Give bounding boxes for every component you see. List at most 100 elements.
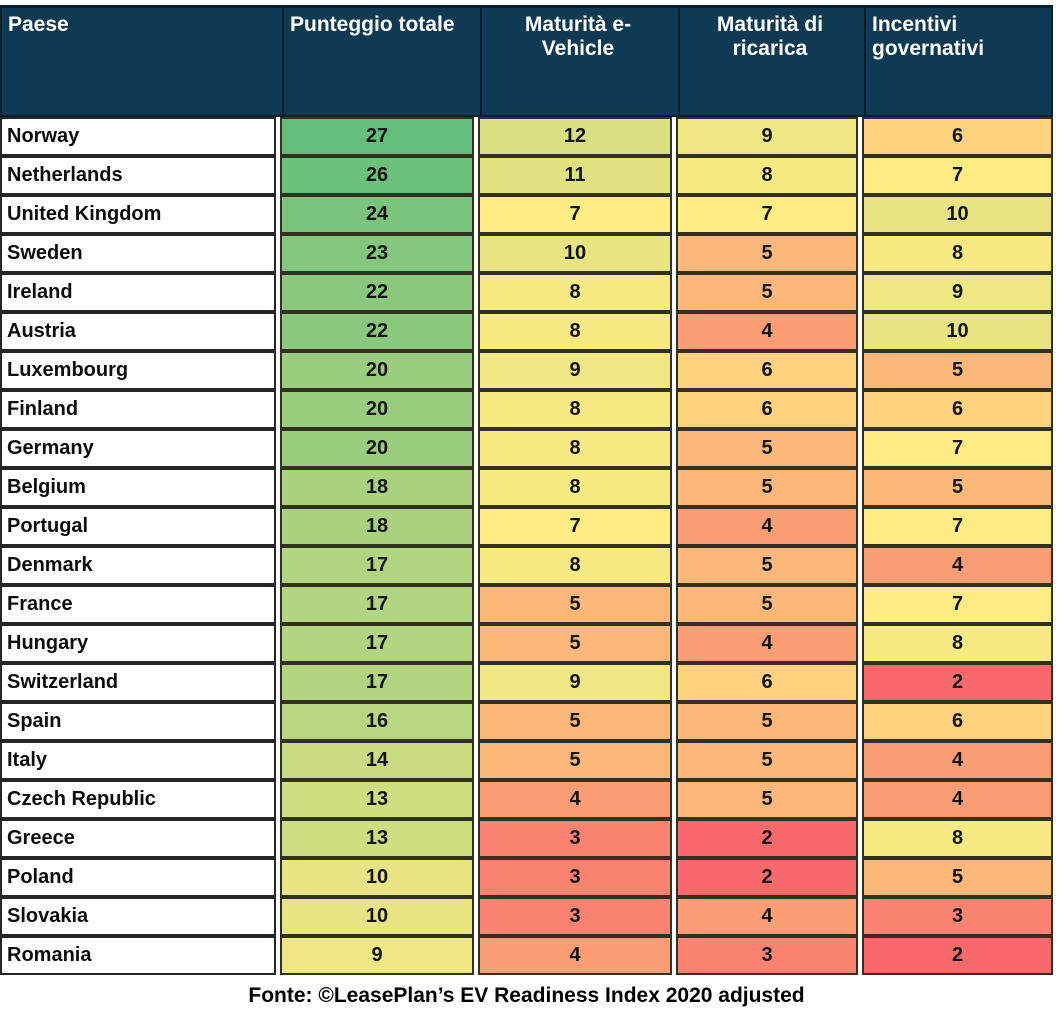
score-cell: 8	[478, 312, 672, 351]
country-cell: Czech Republic	[0, 780, 276, 819]
score-cell: 6	[862, 702, 1053, 741]
score-cell: 2	[676, 858, 858, 897]
country-cell: Greece	[0, 819, 276, 858]
score-cell: 13	[280, 780, 474, 819]
score-cell: 4	[676, 312, 858, 351]
score-cell: 8	[862, 819, 1053, 858]
score-cell: 9	[676, 117, 858, 156]
country-cell: Norway	[0, 117, 276, 156]
score-cell: 6	[676, 351, 858, 390]
score-cell: 13	[280, 819, 474, 858]
score-cell: 4	[478, 780, 672, 819]
score-cell: 2	[676, 819, 858, 858]
score-cell: 5	[676, 741, 858, 780]
score-cell: 5	[676, 273, 858, 312]
score-cell: 4	[676, 897, 858, 936]
score-cell: 8	[478, 390, 672, 429]
score-cell: 5	[676, 546, 858, 585]
country-cell: Sweden	[0, 234, 276, 273]
score-cell: 18	[280, 468, 474, 507]
country-cell: France	[0, 585, 276, 624]
table-header-row: Paese Punteggio totale Maturità e- Vehicle M…	[0, 5, 1053, 117]
header-cell-maturita-e-vehicle: Maturità e- Vehicle	[480, 8, 674, 115]
score-cell: 8	[478, 429, 672, 468]
country-cell: Portugal	[0, 507, 276, 546]
header-cell-incentivi-governativi: Incentivi governativi	[864, 8, 1055, 115]
ev-readiness-table-page: Paese Punteggio totale Maturità e- Vehicle M…	[0, 5, 1053, 1007]
score-cell: 6	[862, 390, 1053, 429]
score-cell: 4	[862, 546, 1053, 585]
table-body: Norway 27 12 9 6 Netherlands 26 11 8 7 United King…	[0, 117, 1053, 975]
score-cell: 5	[862, 351, 1053, 390]
score-cell: 8	[478, 273, 672, 312]
score-cell: 4	[862, 741, 1053, 780]
score-cell: 10	[478, 234, 672, 273]
score-cell: 5	[676, 234, 858, 273]
score-cell: 17	[280, 624, 474, 663]
header-cell-maturita-di-ricarica: Maturità di ricarica	[678, 8, 860, 115]
score-cell: 27	[280, 117, 474, 156]
score-cell: 8	[862, 234, 1053, 273]
score-cell: 17	[280, 663, 474, 702]
country-cell: Ireland	[0, 273, 276, 312]
source-caption: Fonte: ©LeasePlan’s EV Readiness Index 2…	[248, 984, 805, 1007]
score-cell: 5	[862, 468, 1053, 507]
country-cell: Luxembourg	[0, 351, 276, 390]
score-cell: 22	[280, 273, 474, 312]
score-cell: 4	[862, 780, 1053, 819]
score-cell: 4	[478, 936, 672, 975]
header-cell-line: Paese	[8, 13, 69, 36]
score-cell: 23	[280, 234, 474, 273]
country-cell: Netherlands	[0, 156, 276, 195]
country-cell: Austria	[0, 312, 276, 351]
score-cell: 7	[478, 507, 672, 546]
score-cell: 9	[862, 273, 1053, 312]
score-cell: 5	[478, 702, 672, 741]
score-cell: 7	[862, 429, 1053, 468]
score-cell: 6	[676, 663, 858, 702]
score-cell: 8	[478, 468, 672, 507]
score-cell: 10	[280, 858, 474, 897]
score-cell: 8	[676, 156, 858, 195]
score-cell: 3	[862, 897, 1053, 936]
score-cell: 5	[478, 624, 672, 663]
score-cell: 9	[478, 663, 672, 702]
score-cell: 6	[862, 117, 1053, 156]
country-cell: United Kingdom	[0, 195, 276, 234]
country-cell: Spain	[0, 702, 276, 741]
country-cell: Slovakia	[0, 897, 276, 936]
score-cell: 7	[676, 195, 858, 234]
country-cell: Romania	[0, 936, 276, 975]
score-cell: 9	[280, 936, 474, 975]
score-cell: 18	[280, 507, 474, 546]
score-cell: 10	[862, 312, 1053, 351]
score-cell: 17	[280, 546, 474, 585]
score-cell: 20	[280, 390, 474, 429]
header-cell-punteggio-totale: Punteggio totale	[282, 8, 476, 115]
country-cell: Hungary	[0, 624, 276, 663]
header-cell-line: Vehicle	[541, 37, 615, 60]
header-cell-line: Maturità e-	[524, 13, 632, 36]
score-cell: 2	[862, 663, 1053, 702]
score-cell: 10	[862, 195, 1053, 234]
score-cell: 7	[862, 585, 1053, 624]
score-cell: 2	[862, 936, 1053, 975]
score-cell: 7	[478, 195, 672, 234]
score-cell: 5	[676, 702, 858, 741]
score-cell: 5	[478, 585, 672, 624]
header-cell-paese: Paese	[2, 8, 278, 115]
score-cell: 5	[676, 468, 858, 507]
score-cell: 20	[280, 351, 474, 390]
score-cell: 14	[280, 741, 474, 780]
score-cell: 5	[676, 429, 858, 468]
score-cell: 22	[280, 312, 474, 351]
score-cell: 3	[676, 936, 858, 975]
score-cell: 4	[676, 507, 858, 546]
score-cell: 24	[280, 195, 474, 234]
country-cell: Finland	[0, 390, 276, 429]
score-cell: 11	[478, 156, 672, 195]
score-cell: 10	[280, 897, 474, 936]
score-cell: 3	[478, 858, 672, 897]
score-cell: 5	[478, 741, 672, 780]
country-cell: Italy	[0, 741, 276, 780]
